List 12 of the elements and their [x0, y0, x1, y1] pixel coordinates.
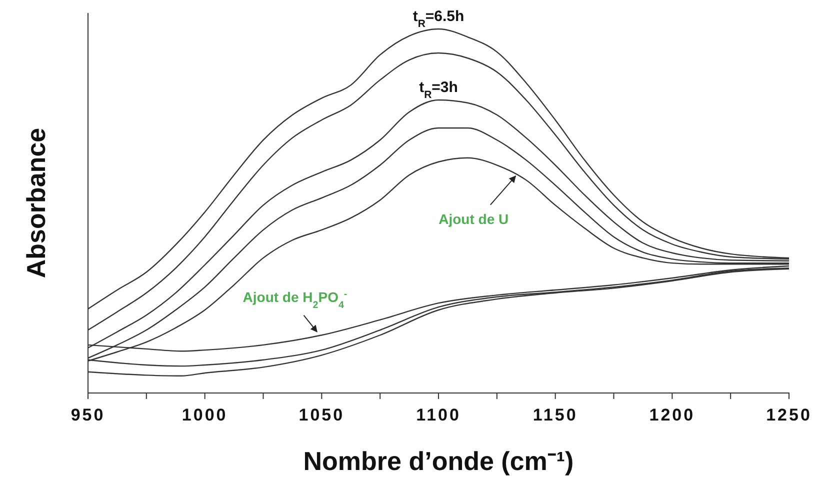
x-tick-label: 1050: [298, 406, 345, 425]
x-tick-label: 1000: [182, 406, 228, 425]
x-axis-title: Nombre d’onde (cm⁻¹): [303, 446, 574, 476]
x-tick-label: 1200: [649, 406, 696, 425]
annotation: t$_{R}$=3h: [419, 78, 458, 101]
x-tick-label: 950: [70, 406, 106, 425]
annotation: t$_{R}$=6.5h: [412, 8, 464, 30]
annotation: Ajout de U: [438, 211, 509, 228]
x-tick-label: 1150: [532, 406, 578, 425]
x-tick-label: 1100: [416, 406, 461, 425]
x-tick-label: 1250: [766, 406, 812, 425]
y-axis-title: Absorbance: [21, 128, 51, 278]
